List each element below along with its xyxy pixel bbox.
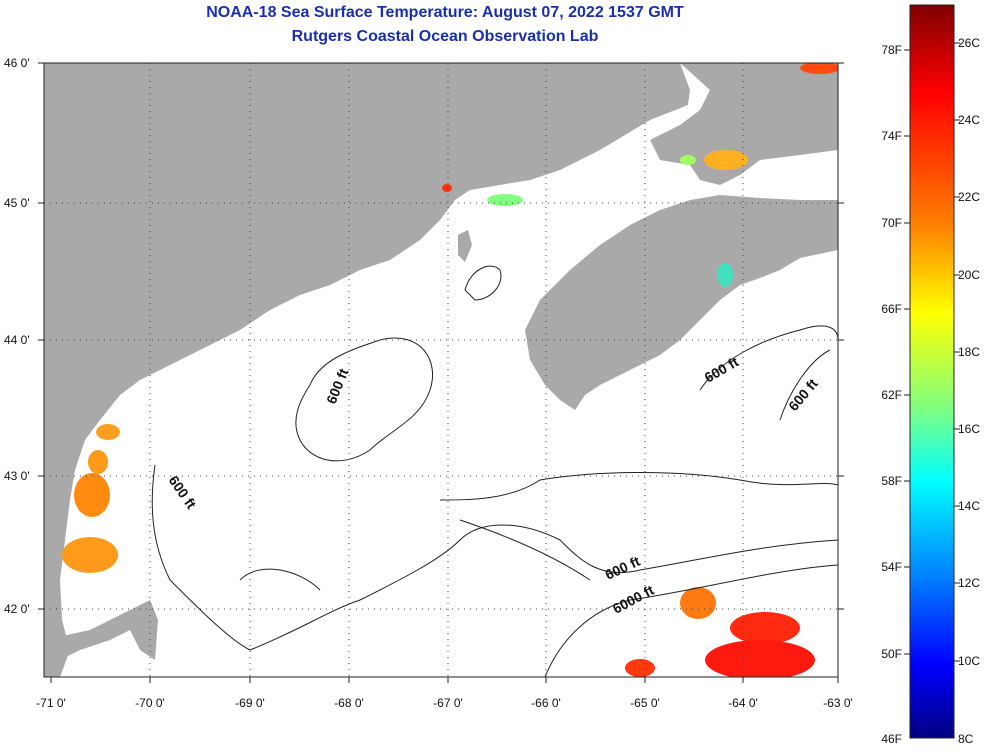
lon-label-68: -68 0' <box>334 696 364 710</box>
map-ticks <box>38 62 844 683</box>
colorbar-c-8: 8C <box>958 732 974 746</box>
colorbar-c-14: 14C <box>958 499 980 513</box>
colorbar-c-20: 20C <box>958 268 980 282</box>
lon-label-69: -69 0' <box>235 696 265 710</box>
colorbar-f-74: 74F <box>881 129 902 143</box>
land-new-england <box>44 63 690 677</box>
colorbar-c-12: 12C <box>958 576 980 590</box>
colorbar-ticks <box>904 42 960 662</box>
lat-label-44: 44 0' <box>4 333 30 347</box>
lon-label-70: -70 0' <box>135 696 165 710</box>
colorbar-c-16: 16C <box>958 422 980 436</box>
lon-label-64: -64 0' <box>728 696 758 710</box>
lon-label-65: -65 0' <box>630 696 660 710</box>
map-frame <box>43 62 839 678</box>
colorbar-f-78: 78F <box>881 43 902 57</box>
colorbar-f-62: 62F <box>881 388 902 402</box>
map-subtitle: Rutgers Coastal Ocean Observation Lab <box>291 28 599 45</box>
land-nova-scotia <box>525 195 838 410</box>
map-title: NOAA-18 Sea Surface Temperature: August … <box>206 4 684 21</box>
colorbar-f-66: 66F <box>881 302 902 316</box>
graticule <box>44 63 838 677</box>
colorbar-c-10: 10C <box>958 654 980 668</box>
lon-label-67: -67 0' <box>433 696 463 710</box>
sst-patches <box>62 63 838 677</box>
colorbar <box>909 4 955 739</box>
colorbar-f-70: 70F <box>881 216 902 230</box>
lat-label-42: 42 0' <box>4 602 30 616</box>
bathymetry-contours <box>151 265 838 677</box>
lon-label-71: -71 0' <box>36 696 66 710</box>
colorbar-c-24: 24C <box>958 113 980 127</box>
lat-label-43: 43 0' <box>4 469 30 483</box>
lon-label-63: -63 0' <box>823 696 853 710</box>
colorbar-c-26: 26C <box>958 36 980 50</box>
colorbar-c-22: 22C <box>958 190 980 204</box>
colorbar-c-18: 18C <box>958 345 980 359</box>
land-grand-manan <box>458 230 472 262</box>
colorbar-f-58: 58F <box>881 474 902 488</box>
lon-label-66: -66 0' <box>531 696 561 710</box>
lat-label-46: 46 0' <box>4 56 30 70</box>
colorbar-f-54: 54F <box>881 560 902 574</box>
colorbar-f-50: 50F <box>881 647 902 661</box>
colorbar-f-46: 46F <box>881 732 902 746</box>
land-north-shore <box>650 63 838 185</box>
lat-label-45: 45 0' <box>4 196 30 210</box>
land-cape-cod <box>44 600 158 665</box>
